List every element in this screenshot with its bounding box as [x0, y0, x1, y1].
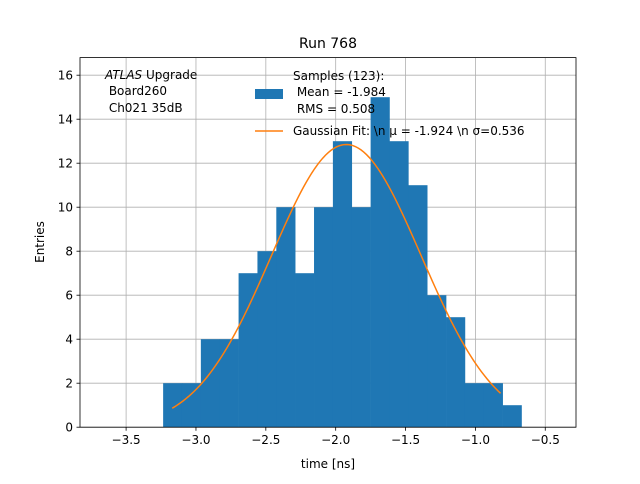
- legend: Samples (123): Mean = -1.984 RMS = 0.508…: [255, 69, 525, 138]
- atlas-annotation: ATLAS Upgrade Board260 Ch021 35dB: [104, 68, 197, 115]
- y-tick-label: 12: [58, 157, 73, 171]
- y-tick-label: 6: [65, 289, 73, 303]
- y-tick-label: 16: [58, 69, 73, 83]
- histogram-bar: [408, 185, 428, 428]
- x-axis-label: time [ns]: [301, 457, 355, 471]
- histogram-bar: [163, 383, 183, 428]
- annotation-line-1: ATLAS Upgrade: [104, 68, 197, 82]
- histogram-bar: [502, 405, 522, 428]
- gaussian-fit-curve: [171, 143, 502, 409]
- x-axis-ticks: −3.5 −3.0 −2.5 −2.0 −1.5 −1.0 −0.5: [112, 427, 560, 447]
- gaussian-fit: [171, 143, 502, 409]
- plot-frame: [79, 57, 577, 428]
- x-tick-label: −1.0: [461, 433, 490, 447]
- legend-histogram-line-1: Samples (123):: [293, 69, 384, 83]
- legend-histogram-line-2: Mean = -1.984: [293, 85, 386, 99]
- histogram-bar: [200, 339, 221, 428]
- x-tick-label: −2.0: [321, 433, 350, 447]
- histogram-bar: [483, 383, 503, 428]
- y-tick-label: 4: [65, 333, 73, 347]
- histogram-bar: [370, 97, 390, 428]
- x-tick-label: −0.5: [531, 433, 560, 447]
- histogram-bar: [276, 207, 296, 428]
- histogram-bar: [389, 141, 409, 428]
- legend-histogram-line-3: RMS = 0.508: [293, 102, 375, 116]
- y-axis-label: Entries: [33, 221, 47, 263]
- histogram-bar: [427, 295, 447, 428]
- legend-fit-label: Gaussian Fit: \n μ = -1.924 \n σ=0.536: [293, 124, 525, 138]
- x-tick-label: −2.5: [251, 433, 280, 447]
- histogram-bar: [238, 273, 258, 428]
- annotation-line-3: Ch021 35dB: [105, 101, 183, 115]
- y-tick-label: 8: [65, 245, 73, 259]
- histogram-bar: [314, 207, 334, 428]
- y-tick-label: 0: [65, 421, 73, 435]
- x-tick-label: −3.0: [181, 433, 210, 447]
- legend-histogram-patch: [255, 89, 283, 99]
- histogram-bar: [181, 383, 202, 428]
- y-axis-ticks: 0 2 4 6 8 10 12 14 16: [58, 69, 80, 435]
- annotation-atlas: ATLAS: [104, 68, 143, 82]
- chart-title: Run 768: [299, 36, 357, 52]
- histogram-bar: [351, 207, 371, 428]
- y-tick-label: 2: [65, 377, 73, 391]
- annotation-upgrade: Upgrade: [142, 68, 197, 82]
- x-tick-label: −1.5: [391, 433, 420, 447]
- x-tick-label: −3.5: [112, 433, 141, 447]
- histogram-bar: [332, 141, 353, 428]
- histogram-bar: [295, 273, 315, 428]
- y-tick-label: 10: [58, 201, 73, 215]
- annotation-line-2: Board260: [105, 84, 167, 98]
- histogram-bar: [257, 251, 277, 428]
- y-tick-label: 14: [58, 113, 73, 127]
- histogram-bar: [464, 383, 485, 428]
- histogram-bar: [446, 317, 466, 428]
- histogram-bar: [219, 339, 239, 428]
